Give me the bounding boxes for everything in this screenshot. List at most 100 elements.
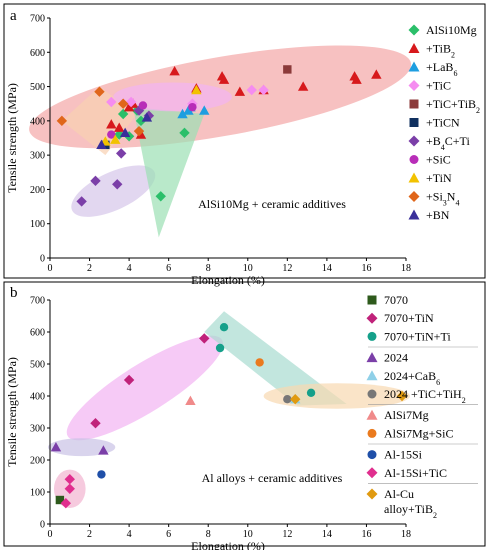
x-tick-label: 2 xyxy=(87,263,92,274)
y-tick-label: 600 xyxy=(30,48,45,59)
data-point xyxy=(258,84,269,96)
legend-marker xyxy=(408,191,420,202)
data-point xyxy=(283,395,292,404)
x-tick-label: 12 xyxy=(282,529,292,540)
legend-marker xyxy=(408,135,420,147)
legend-label: Al-Cu xyxy=(384,487,414,501)
x-tick-label: 10 xyxy=(243,529,253,540)
chart-annotation: AlSi10Mg + ceramic additives xyxy=(198,197,346,211)
y-tick-label: 100 xyxy=(30,219,45,230)
highlight-region xyxy=(48,438,116,457)
data-point xyxy=(50,442,62,452)
data-point xyxy=(55,495,65,505)
legend-label: +TiB2 xyxy=(426,42,455,60)
legend-label: +TiC+TiB2 xyxy=(426,97,480,115)
data-point xyxy=(64,474,75,485)
legend-marker xyxy=(366,488,378,500)
x-tick-label: 18 xyxy=(401,263,411,274)
data-point xyxy=(215,343,225,353)
x-tick-label: 4 xyxy=(127,529,132,540)
legend-label: +LaB6 xyxy=(426,60,457,78)
x-tick-label: 8 xyxy=(206,529,211,540)
legend-marker xyxy=(367,331,377,341)
data-point xyxy=(90,175,101,187)
data-point xyxy=(219,323,229,332)
y-tick-label: 0 xyxy=(40,254,45,265)
legend-label: +TiN xyxy=(426,171,452,185)
x-tick-label: 14 xyxy=(322,263,332,274)
data-point xyxy=(64,483,75,494)
data-point xyxy=(133,125,145,137)
legend-marker xyxy=(367,295,377,305)
highlight-region xyxy=(71,165,156,217)
y-tick-label: 400 xyxy=(30,392,45,403)
chart-annotation: Al alloys + ceramic additives xyxy=(202,471,343,485)
data-point xyxy=(255,358,264,367)
data-point xyxy=(96,139,107,150)
data-point xyxy=(107,130,116,139)
legend: 7070 7070+TiN 7070+TiN+Ti 2024 2024+CaB62024… xyxy=(366,293,478,520)
x-axis-label: Elongation (%) xyxy=(191,539,265,550)
data-point xyxy=(199,333,210,344)
data-point xyxy=(283,65,292,74)
legend-marker xyxy=(408,172,420,183)
y-tick-label: 500 xyxy=(30,360,45,371)
legend-label: 7070 xyxy=(384,293,408,307)
legend-label: +B4C+Ti xyxy=(426,134,470,152)
data-point xyxy=(116,148,127,159)
panel-label: b xyxy=(10,285,18,301)
x-tick-label: 2 xyxy=(87,529,92,540)
x-tick-label: 8 xyxy=(206,263,211,274)
legend-label: Al-15Si+TiC xyxy=(384,466,447,480)
data-point xyxy=(351,74,362,84)
legend-marker xyxy=(409,99,419,109)
legend-label: +TiC xyxy=(426,79,451,93)
y-tick-label: 400 xyxy=(30,116,45,127)
legend-label: Al-15Si xyxy=(384,448,423,462)
legend-label: AlSi7Mg xyxy=(384,408,429,422)
legend-label: 7070+TiN xyxy=(384,311,434,325)
data-point xyxy=(110,134,121,144)
y-tick-label: 300 xyxy=(30,424,45,435)
data-point xyxy=(90,418,101,429)
legend-marker xyxy=(408,24,420,36)
x-tick-label: 10 xyxy=(243,263,253,274)
legend-marker xyxy=(367,428,377,438)
x-tick-label: 4 xyxy=(127,263,132,274)
legend-label: alloy+TiB2 xyxy=(384,502,437,520)
x-axis-label: Elongation (%) xyxy=(191,273,265,287)
y-tick-label: 100 xyxy=(30,488,45,499)
data-point xyxy=(94,86,105,97)
legend-label: 7070+TiN+Ti xyxy=(384,329,451,343)
data-point xyxy=(218,74,230,84)
data-point xyxy=(123,374,135,386)
legend-marker xyxy=(366,352,378,363)
y-tick-label: 200 xyxy=(30,456,45,467)
legend-marker xyxy=(408,80,420,91)
legend-marker xyxy=(408,209,420,220)
y-tick-label: 500 xyxy=(30,82,45,93)
x-tick-label: 18 xyxy=(401,529,411,540)
legend-marker xyxy=(367,389,377,399)
legend: AlSi10Mg +TiB2+LaB6+TiC +TiC+TiB2+TiCN +B4C… xyxy=(408,23,480,222)
legend-label: AlSi7Mg+SiC xyxy=(384,426,453,440)
data-point xyxy=(290,394,301,405)
data-point xyxy=(97,470,106,479)
panel-frame xyxy=(3,3,486,279)
legend-marker xyxy=(366,409,378,420)
legend-label: AlSi10Mg xyxy=(426,23,477,37)
data-point xyxy=(138,101,148,110)
legend-label: +Si3N4 xyxy=(426,190,459,208)
legend-marker xyxy=(366,370,378,381)
legend-marker xyxy=(366,312,378,324)
data-point xyxy=(119,127,131,138)
legend-marker xyxy=(409,118,419,127)
highlight-region xyxy=(263,383,410,409)
y-tick-label: 700 xyxy=(30,14,45,25)
highlight-region xyxy=(133,107,205,238)
data-point xyxy=(185,395,196,405)
legend-label: 2024+CaB6 xyxy=(384,369,440,387)
data-point xyxy=(246,84,257,96)
x-tick-label: 16 xyxy=(361,263,371,274)
